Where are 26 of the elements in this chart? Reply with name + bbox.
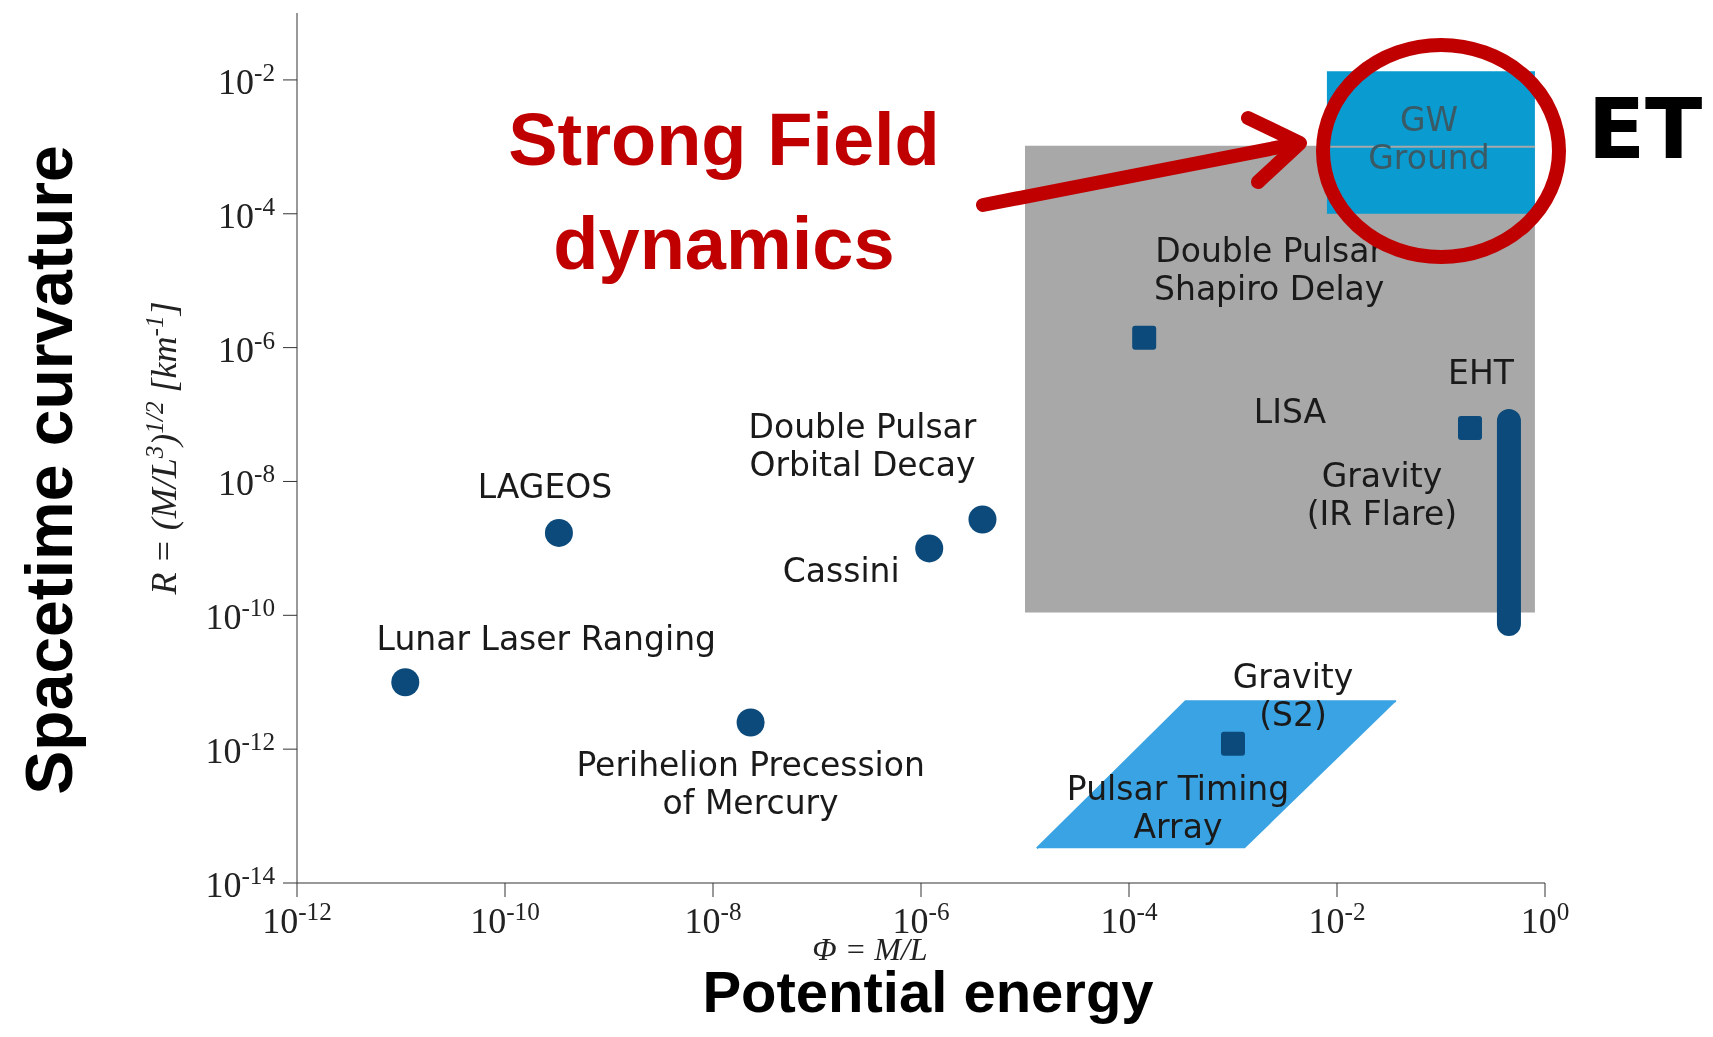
- annotation: LAGEOS: [477, 466, 613, 506]
- x-tick-label: 10$^{-4}$: [1100, 897, 1158, 941]
- x-tick-label: 10$^{-10}$: [470, 897, 540, 941]
- y-tick-label: 10$^{-6}$: [218, 326, 275, 370]
- y-tick-label: 10$^{-2}$: [218, 58, 275, 102]
- annotation: Lunar Laser Ranging: [376, 618, 717, 658]
- y-tick-label: 10$^{-12}$: [205, 727, 275, 772]
- y-axis-title: Spacetime curvature: [12, 145, 86, 795]
- x-tick-label: 10$^{0}$: [1520, 897, 1570, 941]
- y-tick-label: 10$^{-10}$: [205, 593, 275, 638]
- annotation: EHT: [1448, 352, 1515, 392]
- y-tick-label: 10$^{-4}$: [218, 192, 276, 236]
- text: ET: [1587, 79, 1703, 178]
- annotation: Double Pulsar Orbital Decay: [748, 406, 977, 484]
- annotation: GW Ground: [1368, 99, 1490, 177]
- x-axis-title: Potential energy: [702, 959, 1154, 1024]
- annotation: Gravity (S2): [1232, 656, 1354, 734]
- annotation: LISA: [1253, 391, 1327, 431]
- annotation: Double Pulsar Shapiro Delay: [1154, 230, 1385, 308]
- annotation: Strong Field dynamics: [508, 97, 940, 285]
- annotation: Perihelion Precession of Mercury: [576, 744, 925, 822]
- annotation: Gravity (IR Flare): [1306, 455, 1458, 533]
- y-tick-label: 10$^{-8}$: [218, 459, 275, 504]
- x-tick-label: 10$^{-8}$: [684, 897, 742, 941]
- annotation: Cassini: [782, 550, 900, 590]
- x-tick-label: 10$^{-2}$: [1308, 897, 1366, 941]
